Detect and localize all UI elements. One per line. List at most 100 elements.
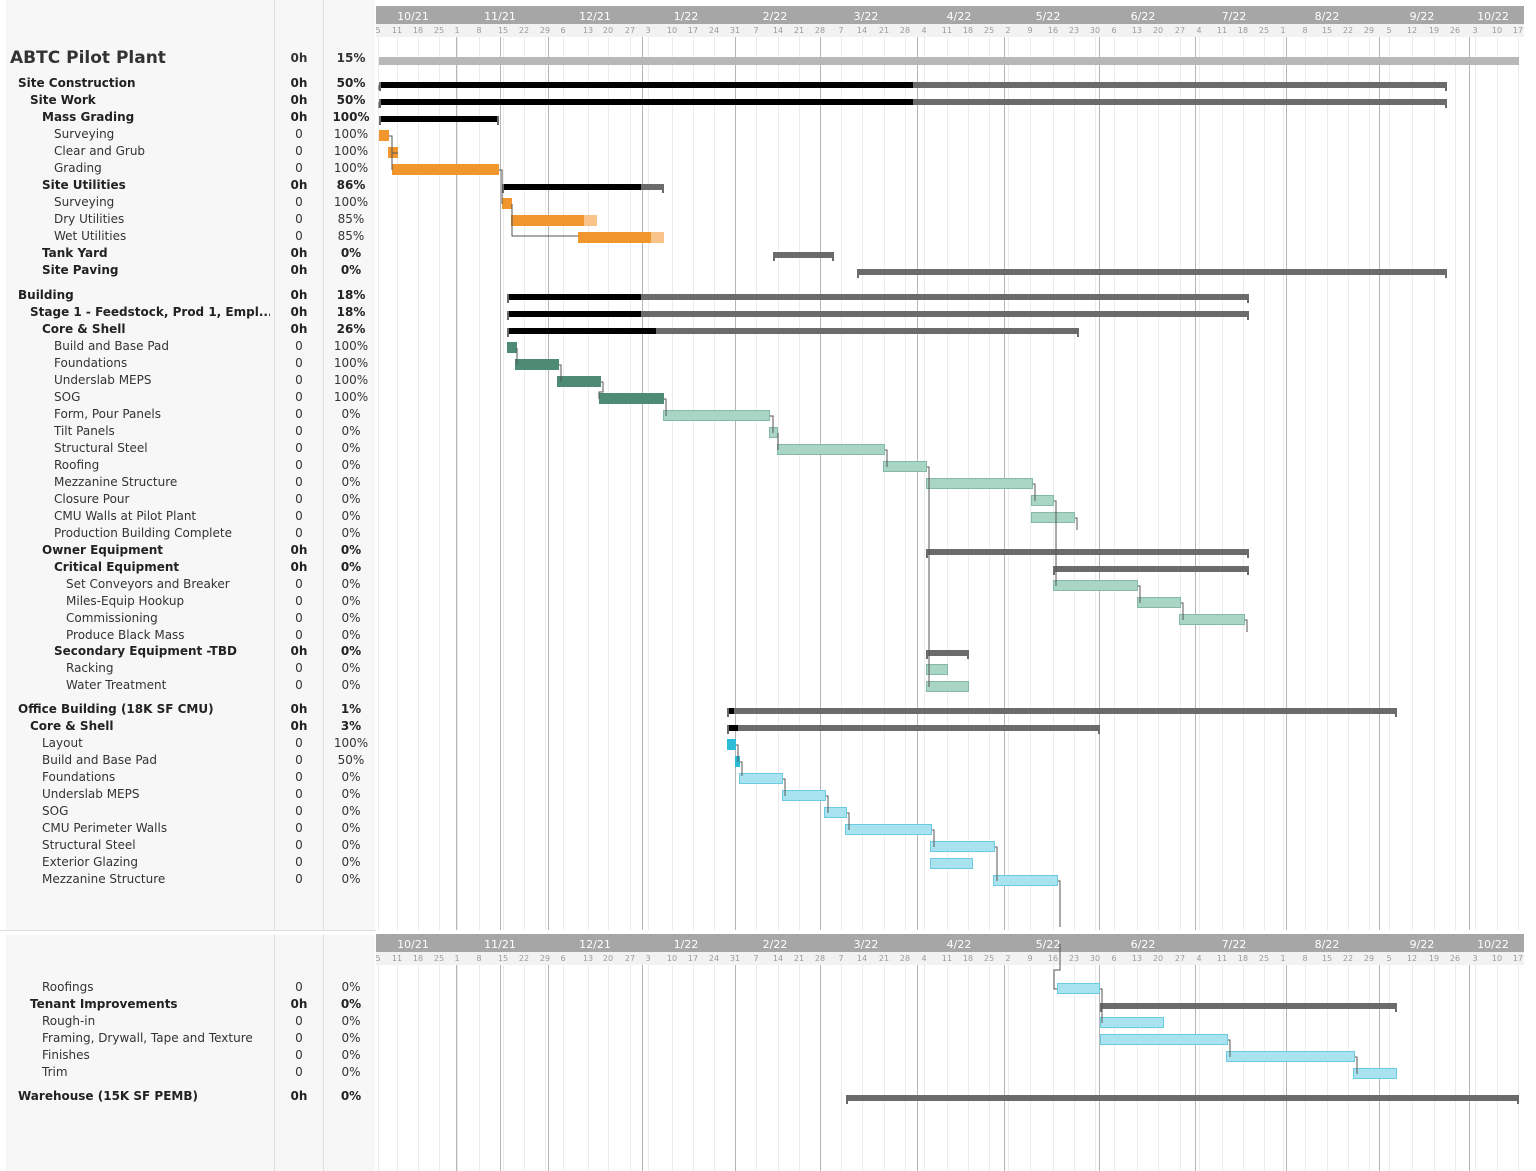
summary-task-row[interactable]: Owner Equipment 0h 0% [0, 543, 376, 560]
summary-cap-left [1100, 1003, 1102, 1012]
task-work: 0 [295, 424, 303, 438]
task-row[interactable]: Miles-Equip Hookup 0 0% [0, 594, 376, 611]
month-label: 5/22 [1036, 10, 1061, 23]
task-row[interactable]: Build and Base Pad 0 100% [0, 339, 376, 356]
task-work: 0h [290, 305, 308, 319]
task-row[interactable]: Underslab MEPS 0 100% [0, 373, 376, 390]
day-label: 24 [709, 954, 719, 963]
task-row[interactable]: Wet Utilities 0 85% [0, 229, 376, 246]
task-row[interactable]: CMU Walls at Pilot Plant 0 0% [0, 509, 376, 526]
dependency-link [664, 398, 667, 416]
task-bar [824, 807, 847, 818]
task-percent-complete: 0% [341, 458, 361, 472]
summary-task-row[interactable]: ABTC Pilot Plant 0h 15% [0, 48, 376, 69]
task-bar [782, 790, 826, 801]
task-percent-complete: 0% [340, 263, 362, 277]
task-row[interactable]: Surveying 0 100% [0, 127, 376, 144]
task-row[interactable]: Foundations 0 100% [0, 356, 376, 373]
day-label: 1 [1280, 954, 1285, 963]
summary-task-row[interactable]: Tenant Improvements 0h 0% [0, 997, 376, 1014]
task-bar [1353, 1068, 1397, 1079]
task-row[interactable]: Clear and Grub 0 100% [0, 144, 376, 161]
task-row[interactable]: Structural Steel 0 0% [0, 838, 376, 855]
summary-task-row[interactable]: Site Work 0h 50% [0, 93, 376, 110]
task-row[interactable]: Structural Steel 0 0% [0, 441, 376, 458]
task-work: 0 [295, 492, 303, 506]
task-row[interactable]: SOG 0 0% [0, 804, 376, 821]
task-bar [926, 664, 948, 675]
day-label: 5 [375, 26, 380, 35]
month-label: 10/22 [1477, 938, 1509, 951]
task-name: Wet Utilities [54, 229, 127, 243]
task-name: SOG [54, 390, 81, 404]
dependency-link [1181, 602, 1184, 620]
summary-task-row[interactable]: Warehouse (15K SF PEMB) 0h 0% [0, 1089, 376, 1106]
task-row[interactable]: Produce Black Mass 0 0% [0, 628, 376, 645]
summary-bar-complete [727, 708, 734, 714]
task-row[interactable]: Water Treatment 0 0% [0, 678, 376, 695]
task-row[interactable]: Mezzanine Structure 0 0% [0, 475, 376, 492]
month-label: 10/21 [397, 10, 429, 23]
task-row[interactable]: Roofing 0 0% [0, 458, 376, 475]
summary-task-row[interactable]: Core & Shell 0h 26% [0, 322, 376, 339]
summary-task-row[interactable]: Site Utilities 0h 86% [0, 178, 376, 195]
day-label: 31 [730, 954, 740, 963]
task-row[interactable]: Dry Utilities 0 85% [0, 212, 376, 229]
task-row[interactable]: Closure Pour 0 0% [0, 492, 376, 509]
summary-task-row[interactable]: Site Paving 0h 0% [0, 263, 376, 280]
task-row[interactable]: Production Building Complete 0 0% [0, 526, 376, 543]
timeline-header-bottom [376, 934, 1524, 952]
task-row[interactable]: Grading 0 100% [0, 161, 376, 178]
task-row[interactable]: Underslab MEPS 0 0% [0, 787, 376, 804]
day-label: 22 [1343, 954, 1353, 963]
task-name: Dry Utilities [54, 212, 125, 226]
day-label: 6 [1111, 26, 1116, 35]
summary-task-row[interactable]: Core & Shell 0h 3% [0, 719, 376, 736]
task-row[interactable]: Form, Pour Panels 0 0% [0, 407, 376, 424]
day-label: 3 [1472, 26, 1477, 35]
task-row[interactable]: Build and Base Pad 0 50% [0, 753, 376, 770]
task-work: 0 [295, 611, 303, 625]
task-row[interactable]: Set Conveyors and Breaker 0 0% [0, 577, 376, 594]
task-row[interactable]: Racking 0 0% [0, 661, 376, 678]
task-row[interactable]: SOG 0 100% [0, 390, 376, 407]
summary-task-row[interactable]: Office Building (18K SF CMU) 0h 1% [0, 702, 376, 719]
summary-task-row[interactable]: Stage 1 - Feedstock, Prod 1, Empl... 0h 18… [0, 305, 376, 322]
day-label: 13 [583, 954, 593, 963]
month-label: 2/22 [763, 10, 788, 23]
dependency-link [1075, 517, 1078, 530]
task-row[interactable]: Roofings 0 0% [0, 980, 376, 997]
summary-task-row[interactable]: Building 0h 18% [0, 288, 376, 305]
task-row[interactable]: Commissioning 0 0% [0, 611, 376, 628]
task-work: 0 [295, 229, 303, 243]
task-row[interactable]: Rough-in 0 0% [0, 1014, 376, 1031]
task-work: 0 [295, 127, 303, 141]
task-row[interactable]: Trim 0 0% [0, 1065, 376, 1082]
percent-complete-column [324, 0, 375, 1171]
task-row[interactable]: Layout 0 100% [0, 736, 376, 753]
task-row[interactable]: Foundations 0 0% [0, 770, 376, 787]
summary-task-row[interactable]: Secondary Equipment -TBD 0h 0% [0, 644, 376, 661]
day-label: 1 [454, 954, 459, 963]
task-row[interactable]: Mezzanine Structure 0 0% [0, 872, 376, 889]
summary-cap-left [507, 311, 509, 320]
task-bar [777, 444, 885, 455]
summary-task-row[interactable]: Site Construction 0h 50% [0, 76, 376, 93]
task-row[interactable]: Exterior Glazing 0 0% [0, 855, 376, 872]
task-row[interactable]: Framing, Drywall, Tape and Texture 0 0% [0, 1031, 376, 1048]
task-table: ABTC Pilot Plant 0h 15% Site Construction 0h… [0, 0, 376, 1171]
task-row[interactable]: CMU Perimeter Walls 0 0% [0, 821, 376, 838]
summary-task-row[interactable]: Mass Grading 0h 100% [0, 110, 376, 127]
month-label: 8/22 [1315, 938, 1340, 951]
task-work: 0h [290, 178, 308, 192]
task-row[interactable]: Tilt Panels 0 0% [0, 424, 376, 441]
task-work: 0h [290, 543, 308, 557]
summary-task-row[interactable]: Critical Equipment 0h 0% [0, 560, 376, 577]
summary-cap-left [379, 99, 381, 108]
task-row[interactable]: Finishes 0 0% [0, 1048, 376, 1065]
task-name: Stage 1 - Feedstock, Prod 1, Empl... [30, 305, 270, 319]
task-row[interactable]: Surveying 0 100% [0, 195, 376, 212]
summary-task-row[interactable]: Tank Yard 0h 0% [0, 246, 376, 263]
task-percent-complete: 0% [340, 1089, 362, 1103]
day-label: 21 [794, 26, 804, 35]
